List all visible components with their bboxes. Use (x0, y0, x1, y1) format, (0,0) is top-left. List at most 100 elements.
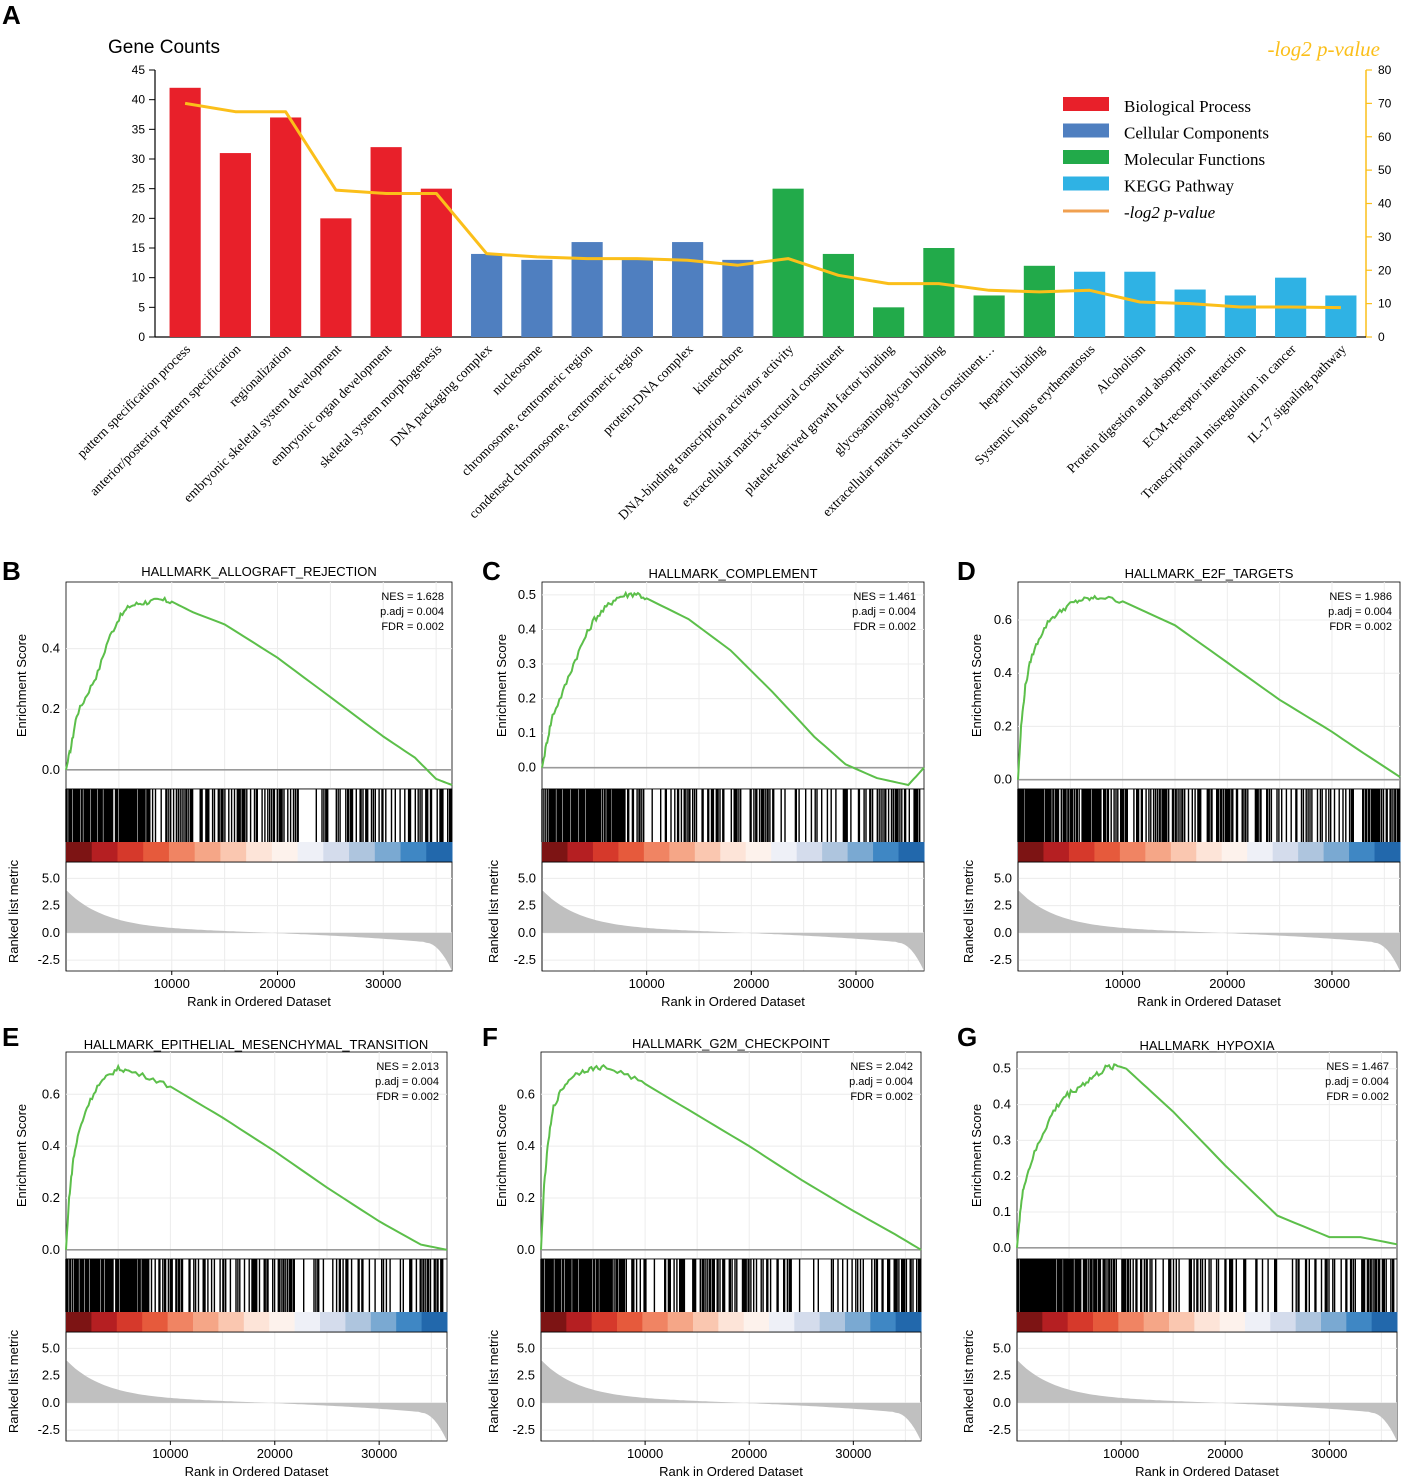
rank-color-segment (1272, 842, 1299, 862)
rank-color-segment (1143, 1312, 1170, 1332)
rank-color-segment (898, 842, 925, 862)
panel-label: G (957, 1022, 977, 1052)
bar-20 (1124, 271, 1156, 337)
y2-tick-label: 30 (1378, 230, 1392, 244)
y2-tick-label: 40 (1378, 197, 1392, 211)
gsea-panel-g: G HALLMARK_HYPOXIA 0.0 0.1 0.2 0.3 0.4 0.5 NES =… (957, 1022, 1398, 1479)
es-curve (65, 596, 453, 786)
rank-color-segment (320, 1312, 346, 1332)
gsea-panel-f: F HALLMARK_G2M_CHECKPOINT 0.0 0.2 0.4 0.6 NES … (482, 1022, 922, 1479)
y-tick-label: 45 (132, 63, 146, 77)
stat-1: NES = 1.628 (381, 591, 444, 603)
rank-color-segment (117, 842, 144, 862)
metric-y-label: Ranked list metric (961, 859, 976, 963)
metric-y-tick: 0.0 (994, 925, 1012, 940)
metric-y-tick: -2.5 (989, 1422, 1011, 1437)
legend-swatch-3 (1063, 150, 1109, 164)
rank-color-segment (745, 842, 772, 862)
bar-14 (822, 253, 854, 337)
rank-color-segment (91, 1312, 118, 1332)
y2-tick-label: 10 (1378, 297, 1392, 311)
y-tick-label: 35 (132, 122, 146, 136)
gsea-title: HALLMARK_G2M_CHECKPOINT (632, 1036, 830, 1051)
rank-color-segment (400, 842, 427, 862)
rank-color-segment (426, 842, 453, 862)
rank-color-segment (194, 842, 221, 862)
rank-color-segment (246, 842, 273, 862)
metric-y-tick: 2.5 (42, 1368, 60, 1383)
rank-color-segment (1295, 1312, 1322, 1332)
es-y-label: Enrichment Score (969, 1104, 984, 1207)
rank-color-segment (1194, 1312, 1221, 1332)
gsea-panel-d: D HALLMARK_E2F_TARGETS 0.0 0.2 0.4 0.6 NES = 1… (957, 556, 1401, 1009)
x-tick-label: 30000 (1311, 1446, 1347, 1461)
metric-y-tick: 0.0 (518, 925, 536, 940)
bar-10 (621, 259, 653, 337)
panel-label: C (482, 556, 501, 586)
es-curve (1017, 594, 1401, 780)
rank-color-segment (1321, 1312, 1347, 1332)
hit-barcode (1016, 1259, 1395, 1312)
rank-color-segment (1119, 842, 1146, 862)
left-y-ticks: 0 5 10 15 20 25 30 35 40 45 (132, 63, 155, 344)
es-y-tick: 0.0 (42, 762, 60, 777)
es-y-tick: 0.2 (993, 1168, 1011, 1183)
rank-color-segment (1018, 842, 1044, 862)
metric-y-label: Ranked list metric (6, 859, 21, 963)
stat-2: p.adj = 0.004 (380, 606, 444, 618)
bar-8 (521, 259, 553, 337)
rank-color-segment (618, 842, 645, 862)
es-frame (65, 581, 453, 790)
metric-y-tick: 0.0 (517, 1395, 535, 1410)
rank-color-segment (542, 842, 568, 862)
metric-y-tick: 0.0 (42, 1395, 60, 1410)
category-label: extracellular matrix structural constitu… (819, 342, 997, 520)
x-tick-label: 20000 (259, 976, 295, 991)
rank-color-segment (1371, 1312, 1398, 1332)
x-tick-label: 20000 (1207, 1446, 1243, 1461)
rank-color-segment (1118, 1312, 1145, 1332)
metric-y-tick: -2.5 (38, 1422, 60, 1437)
es-y-label: Enrichment Score (969, 634, 984, 737)
right-axis-title: -log2 p-value (1267, 37, 1380, 61)
gsea-title: HALLMARK_HYPOXIA (1139, 1038, 1274, 1053)
stat-3: FDR = 0.002 (1326, 1091, 1389, 1103)
stat-1: NES = 1.986 (1329, 591, 1392, 603)
rank-color-segment (1247, 842, 1274, 862)
es-y-tick: 0.2 (518, 691, 536, 706)
ranked-metric-area (1017, 1359, 1397, 1441)
legend-label: Molecular Functions (1124, 150, 1265, 169)
category-labels: pattern specification processanterior/po… (74, 341, 1349, 522)
stat-2: p.adj = 0.004 (1325, 1076, 1389, 1088)
rank-color-segment (142, 1312, 169, 1332)
rank-color-segment (617, 1312, 643, 1332)
category-label: protein-DNA complex (600, 341, 696, 437)
y2-tick-label: 80 (1378, 63, 1392, 77)
metric-y-tick: 5.0 (994, 870, 1012, 885)
rank-color-segment (370, 1312, 397, 1332)
stat-3: FDR = 0.002 (850, 1091, 913, 1103)
bar-9 (571, 242, 603, 337)
legend-swatch-4 (1063, 176, 1109, 191)
rank-color-segment (243, 1312, 270, 1332)
metric-y-tick: 2.5 (517, 1368, 535, 1383)
rank-color-segment (1068, 842, 1095, 862)
rank-color-segment (1298, 842, 1325, 862)
rank-color-segment (847, 842, 874, 862)
category-label: IL-17 signaling pathway (1245, 341, 1350, 446)
x-tick-label: 10000 (154, 976, 190, 991)
hit-barcode (1017, 789, 1401, 842)
x-tick-label: 20000 (731, 1446, 767, 1461)
bar-7 (471, 253, 503, 337)
rank-color-segment (1042, 1312, 1069, 1332)
rank-color-segment (743, 1312, 770, 1332)
bars (169, 87, 1357, 337)
es-y-tick: 0.0 (517, 1242, 535, 1257)
gsea-panel-e: E HALLMARK_EPITHELIAL_MESENCHYMAL_TRANSIT… (2, 1022, 448, 1479)
metric-y-tick: 0.0 (42, 925, 60, 940)
rank-color-segment (271, 842, 299, 862)
right-y-ticks: 0 10 20 30 40 50 60 70 80 (1366, 63, 1392, 344)
ranked-metric-area (541, 1359, 921, 1441)
hit-barcode (540, 1259, 922, 1312)
es-y-tick: 0.0 (42, 1242, 60, 1257)
